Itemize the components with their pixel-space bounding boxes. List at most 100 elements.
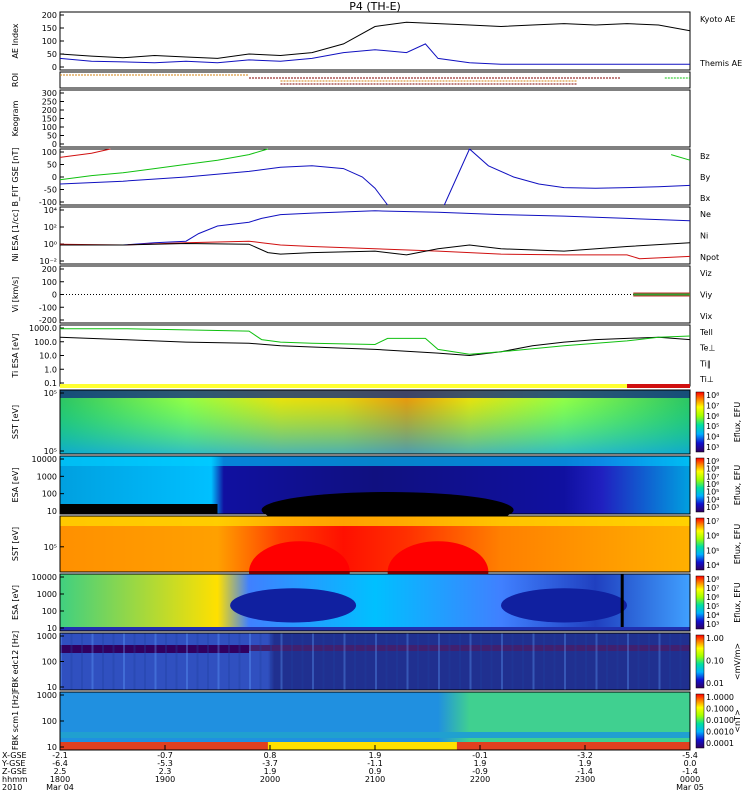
y-tick-label: 200 — [42, 265, 57, 274]
colorbar-tick: 10⁴ — [706, 611, 719, 620]
legend-item: Themis AE — [699, 59, 742, 68]
x-tick-label: 0.0 — [684, 759, 697, 768]
stripe — [70, 633, 73, 690]
stripe — [186, 633, 188, 690]
stripe — [459, 633, 461, 690]
y-tick-label: 100 — [42, 278, 57, 287]
stripe — [679, 633, 682, 690]
gap-line — [620, 574, 624, 631]
colorbar-tick: 0.0100 — [706, 716, 734, 725]
series-line-npot — [60, 242, 691, 256]
y-tick-label: 1000 — [37, 590, 57, 599]
y-tick-label: -50 — [44, 186, 57, 195]
colorbar-tick: 10³ — [706, 503, 719, 512]
colorbar-tick: 0.0001 — [706, 739, 734, 748]
y-tick-label: 10⁵ — [44, 543, 57, 552]
y-axis-label: Ni ESA [1/cc] — [11, 210, 20, 262]
x-axis-row-label: hhmm — [2, 775, 28, 784]
colorbar-tick: 10³ — [706, 443, 719, 452]
stripe — [81, 633, 83, 690]
x-tick-label: -6.4 — [52, 759, 68, 768]
x-tick-label: 2300 — [575, 775, 595, 784]
colorbar-tick: 0.1000 — [706, 705, 734, 714]
stripe — [375, 633, 377, 690]
stripe — [343, 633, 346, 690]
stripe — [648, 633, 650, 690]
y-tick-label: 50 — [47, 132, 57, 141]
x-tick-label: 1.9 — [264, 767, 277, 776]
stripe — [133, 633, 136, 690]
y-axis-label: FBK scm1 [Hz] — [11, 692, 20, 750]
dark-region-1 — [230, 588, 357, 623]
y-tick-label: 100 — [42, 37, 57, 46]
x-axis-row-label: X-GSE — [2, 751, 27, 760]
legend-item: Bz — [700, 152, 710, 161]
stripe — [385, 633, 388, 690]
legend-item: By — [700, 173, 710, 182]
colorbar-tick: 0.01 — [706, 679, 724, 688]
y-tick-label: 100 — [42, 123, 57, 132]
stripe — [658, 633, 661, 690]
y-tick-label: 0 — [52, 63, 57, 72]
colorbar-tick: 10⁸ — [706, 575, 719, 584]
stripe — [469, 633, 472, 690]
y-tick-label: 10 — [47, 507, 57, 516]
x-tick-label: 2000 — [260, 775, 280, 784]
dark-band-2 — [249, 645, 690, 651]
y-tick-label: 10 — [47, 743, 57, 752]
x-tick-label: 0000 — [680, 775, 700, 784]
high-energy-band — [60, 456, 690, 466]
stripe — [354, 633, 356, 690]
x-tick-label: -1.4 — [577, 767, 593, 776]
stripe — [448, 633, 451, 690]
colorbar-tick: 10⁸ — [706, 465, 719, 474]
colorbar-tick: 10⁷ — [706, 517, 719, 526]
x-tick-label: -3.7 — [262, 759, 278, 768]
y-tick-label: 200 — [42, 11, 57, 20]
stripe — [543, 633, 545, 690]
y-tick-label: 200 — [42, 106, 57, 115]
stripe — [637, 633, 640, 690]
legend-item: Bx — [700, 194, 710, 203]
low-energy-band — [60, 504, 218, 514]
top-band — [60, 516, 690, 526]
y-tick-label: -100 — [39, 198, 57, 207]
series-line-tell — [59, 336, 691, 357]
y-tick-label: 100 — [42, 717, 57, 726]
panel-esa-ion: 10000 1000 100 10 ESA [eV] 10⁸10⁷10⁶10⁵10⁴10³… — [11, 573, 742, 633]
stripe — [91, 633, 94, 690]
stripe — [228, 633, 230, 690]
stripe — [175, 633, 178, 690]
colorbar-tick: 10⁵ — [706, 602, 719, 611]
colorbar-label: <nT> — [733, 709, 742, 732]
stripe — [301, 633, 304, 690]
y-tick-label: 50 — [47, 161, 57, 170]
x-tick-label: 2.3 — [159, 767, 172, 776]
legend-item: Ti⊥ — [699, 375, 714, 384]
stripe — [207, 633, 209, 690]
legend-item: Te⊥ — [699, 344, 715, 353]
panel-frame — [59, 455, 691, 515]
colorbar-tick: 10⁶ — [706, 532, 719, 541]
legend-item: Kyoto AE — [700, 15, 735, 24]
y-tick-label: 10² — [44, 223, 57, 232]
stripe — [102, 633, 104, 690]
velocity-data-green — [633, 293, 690, 296]
stripe — [406, 633, 409, 690]
colorbar-label: <mV/m> — [733, 643, 742, 680]
stripe — [427, 633, 430, 690]
y-tick-label: 10⁻² — [39, 257, 57, 266]
x-tick-label: -1.4 — [682, 767, 698, 776]
y-tick-label: 0 — [52, 173, 57, 182]
stripe — [595, 633, 598, 690]
panel-b-fit: 100 50 0 -50 -100 B_FIT GSE [nT] Bz By Bx — [11, 148, 710, 207]
series-line-ni — [60, 210, 691, 246]
y-tick-label: 100 — [42, 607, 57, 616]
colorbar — [695, 575, 705, 630]
x-axis-row-label: Z-GSE — [2, 767, 27, 776]
y-axis-label: FBK edc12 [Hz] — [11, 631, 20, 692]
panel-velocity: 200 100 0 -100 -200 Vi [km/s] Viz Viy Vix — [11, 265, 713, 325]
stripe — [364, 633, 367, 690]
stripe — [144, 633, 146, 690]
